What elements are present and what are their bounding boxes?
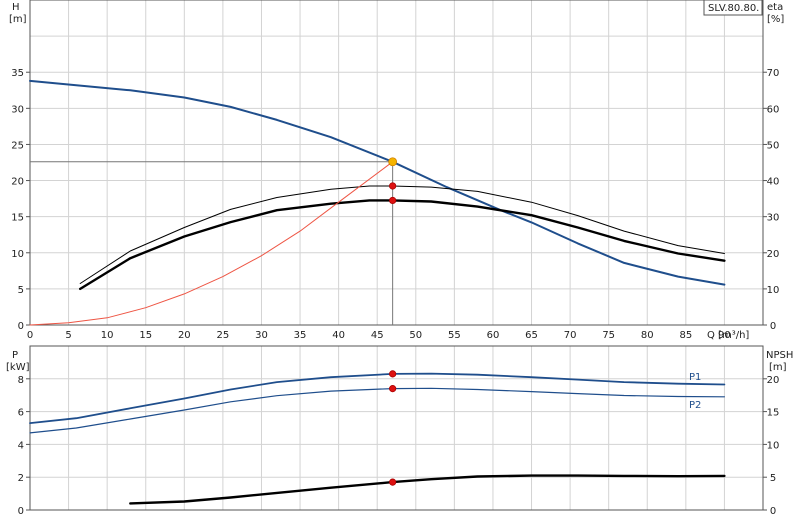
upper-grid [29,0,763,326]
upper-markers [388,157,398,205]
operating-point-marker [389,182,397,190]
lower-left-ticks: 0 2 4 6 8 [18,375,30,517]
left-tick-label: 15 [11,213,24,224]
right-tick-label: 5 [770,473,776,484]
x-tick-label: 35 [294,330,307,341]
left-tick-label: 10 [11,249,24,260]
series-line-eta-thick [79,199,726,291]
right-tick-label: 20 [767,249,780,260]
right-tick-label: 10 [767,440,780,451]
operating-point-marker [389,478,397,486]
left-tick-label: 6 [18,408,24,419]
operating-point-marker [389,370,397,378]
upper-left-ticks: 0 5 10 15 20 25 30 35 [11,68,30,332]
operating-point-marker [388,157,398,167]
x-tick-label: 0 [27,330,33,341]
upper-left-axis-unit: [m] [9,14,27,25]
left-tick-label: 25 [11,140,24,151]
x-tick-label: 30 [255,330,268,341]
operating-point-marker [389,385,397,393]
x-tick-label: 80 [641,330,654,341]
x-tick-label: 45 [371,330,384,341]
x-axis-label: Q [m³/h] [707,330,749,341]
right-tick-label: 30 [767,213,780,224]
x-tick-label: 5 [65,330,71,341]
right-tick-label: 60 [767,104,780,115]
x-tick-label: 60 [487,330,500,341]
right-tick-label: 0 [770,321,776,332]
right-tick-label: 0 [770,506,776,517]
lower-right-ticks: 0 5 10 15 20 [763,375,779,517]
left-tick-label: 2 [18,473,24,484]
series-line-system-curve [29,161,394,326]
x-tick-label: 70 [564,330,577,341]
x-tick-label: 40 [332,330,345,341]
x-tick-label: 10 [101,330,114,341]
lower-right-axis-title: NPSH [766,350,793,361]
upper-left-axis-title: H [12,2,20,13]
power-npsh-chart: 0 2 4 6 8 0 5 10 15 20 P [kW] NPSH [m] P1 P2 [6,345,793,517]
right-tick-label: 10 [767,285,780,296]
left-tick-label: 20 [11,177,24,188]
x-tick-label: 15 [139,330,152,341]
right-tick-label: 15 [767,408,780,419]
upper-right-axis-unit: [%] [767,14,784,25]
right-tick-label: 40 [767,177,780,188]
upper-plot-frame [29,0,764,326]
model-label-box [703,0,763,16]
x-tick-label: 85 [679,330,692,341]
lower-left-axis-title: P [12,350,18,361]
left-tick-label: 30 [11,104,24,115]
right-tick-label: 70 [767,68,780,79]
x-tick-label: 90 [718,330,731,341]
operating-point-marker [389,196,397,205]
x-tick-label: 65 [525,330,538,341]
series-label-p2: P2 [689,400,701,411]
x-tick-label: 20 [178,330,191,341]
left-tick-label: 8 [18,375,24,386]
left-tick-label: 35 [11,68,24,79]
series-line-npsh [129,474,726,505]
series-label-p1: P1 [689,372,701,383]
upper-right-ticks: 0 10 20 30 40 50 60 70 [763,68,779,332]
lower-grid [29,345,763,511]
upper-x-ticks: 0 5 10 15 20 25 30 35 40 45 50 55 60 65 70 75 80 85 90 [27,330,731,341]
lower-left-axis-unit: [kW] [6,362,30,373]
left-tick-label: 0 [18,506,24,517]
lower-markers [389,370,397,486]
model-label: SLV.80.80. [708,3,759,14]
x-tick-label: 50 [409,330,422,341]
x-tick-label: 75 [602,330,615,341]
left-tick-label: 0 [18,321,24,332]
x-tick-label: 25 [217,330,230,341]
head-efficiency-chart: 0 5 10 15 20 25 30 35 0 10 20 30 40 50 60 70 0 5 10 15 20 2… [9,0,784,341]
lower-right-axis-unit: [m] [769,362,787,373]
upper-right-axis-title: eta [767,2,783,13]
x-tick-label: 55 [448,330,461,341]
left-tick-label: 5 [18,285,24,296]
left-tick-label: 4 [18,440,24,451]
right-tick-label: 50 [767,140,780,151]
right-tick-label: 20 [767,375,780,386]
lower-plot-frame [29,345,764,511]
